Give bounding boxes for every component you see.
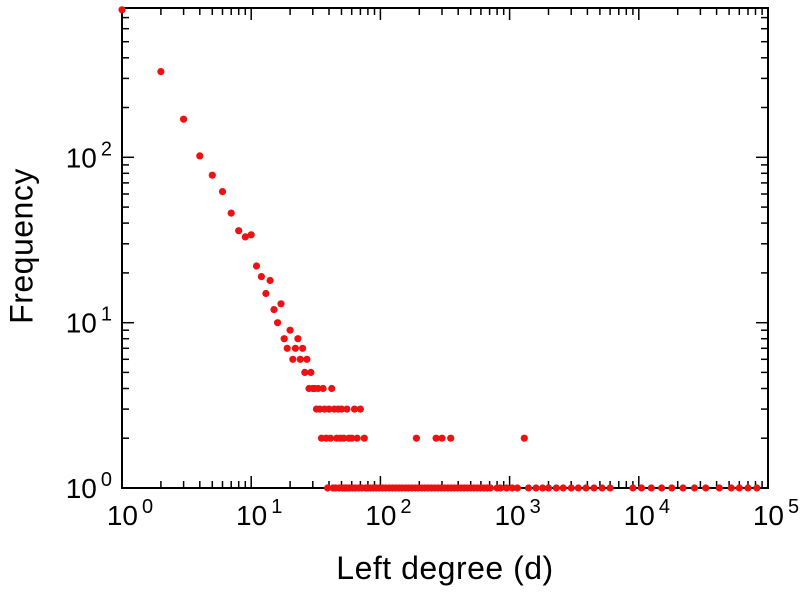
data-point: [658, 484, 666, 492]
data-point: [208, 171, 216, 179]
data-point: [353, 434, 361, 442]
data-point: [280, 335, 288, 343]
data-point: [337, 405, 346, 413]
data-point: [277, 300, 285, 308]
data-point: [544, 484, 553, 492]
data-point: [679, 484, 687, 492]
data-point: [508, 484, 516, 492]
data-point: [307, 368, 315, 376]
data-point: [324, 484, 332, 492]
data-point: [606, 484, 614, 492]
data-point: [241, 233, 249, 241]
data-point: [513, 484, 522, 492]
data-point: [744, 484, 752, 492]
data-point: [552, 484, 560, 492]
data-point: [727, 484, 735, 492]
data-point: [180, 115, 188, 123]
data-point: [539, 484, 547, 492]
data-point: [289, 355, 297, 363]
data-point: [629, 484, 637, 492]
data-point: [590, 484, 598, 492]
data-point: [283, 344, 291, 352]
data-point: [291, 344, 299, 352]
data-point: [274, 319, 282, 327]
data-point: [118, 6, 126, 14]
data-point: [325, 405, 333, 413]
x-tick-label: 10 1: [236, 496, 282, 531]
data-point: [235, 227, 243, 235]
axis-ticks: [121, 7, 769, 489]
y-tick-label: 10 1: [66, 304, 112, 339]
x-tick-label: 10 4: [624, 496, 670, 531]
data-point: [266, 276, 274, 285]
data-point: [303, 355, 311, 363]
data-point: [348, 434, 356, 442]
data-point: [438, 434, 446, 442]
data-point: [690, 484, 699, 492]
data-point: [647, 484, 655, 492]
y-tick-label: 10 2: [66, 138, 112, 173]
data-point: [447, 434, 455, 442]
data-point: [328, 384, 336, 393]
data-point: [262, 289, 270, 298]
data-point: [252, 262, 261, 270]
data-point: [296, 355, 304, 363]
data-point: [301, 368, 309, 376]
data-point: [257, 273, 265, 281]
data-point: [343, 405, 351, 413]
data-point: [567, 484, 575, 492]
data-point: [319, 384, 327, 393]
data-point: [360, 434, 368, 442]
data-point: [326, 434, 334, 442]
data-point: [637, 484, 646, 492]
data-point: [350, 405, 359, 413]
data-point: [715, 484, 723, 492]
x-tick-label: 10 5: [753, 496, 799, 531]
data-point: [753, 484, 761, 492]
data-point: [294, 335, 302, 343]
data-point: [574, 484, 582, 492]
data-point: [668, 484, 676, 492]
data-point: [702, 484, 710, 492]
data-point: [520, 434, 528, 442]
data-point: [299, 344, 307, 352]
data-point: [412, 434, 420, 442]
plot-frame: [121, 7, 769, 489]
data-point: [218, 188, 227, 196]
data-point: [247, 231, 255, 239]
y-axis-title: Frequency: [3, 168, 40, 324]
x-axis-title: Left degree (d): [336, 550, 554, 586]
data-point: [157, 68, 165, 76]
data-point: [503, 484, 511, 492]
data-point: [227, 209, 235, 217]
y-tick-label: 10 0: [66, 469, 112, 504]
x-tick-label: 10 2: [365, 496, 411, 531]
data-point: [196, 152, 204, 160]
x-tick-label: 10 0: [107, 496, 153, 531]
data-point: [582, 484, 590, 492]
scatter-points: [118, 6, 761, 492]
data-point: [356, 405, 364, 413]
tick-labels: 10 0 10 1 10 2 10 3 10 4 10 5 10 0 10 1 10 2: [66, 138, 799, 531]
data-point: [559, 484, 567, 492]
data-point: [286, 326, 294, 334]
data-point: [270, 306, 278, 314]
data-point: [598, 484, 606, 492]
data-point: [486, 484, 494, 492]
data-point: [524, 484, 533, 492]
data-point: [735, 484, 743, 492]
data-point: [532, 484, 540, 492]
data-point: [432, 434, 440, 442]
data-point: [340, 434, 348, 442]
data-point: [496, 484, 505, 492]
x-tick-label: 10 3: [494, 496, 540, 531]
